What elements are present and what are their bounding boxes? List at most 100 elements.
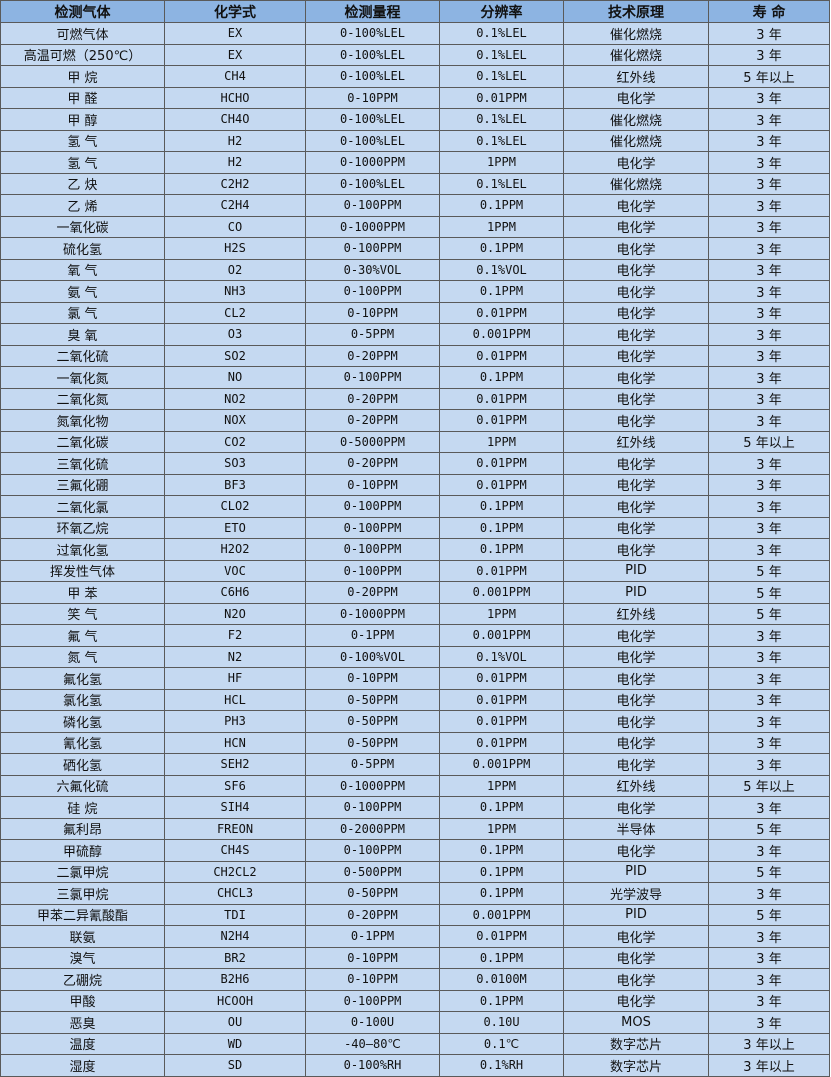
cell-range: 0-5PPM — [305, 753, 440, 776]
cell-lifetime: 5 年 — [708, 602, 830, 625]
cell-principle: 电化学 — [563, 258, 709, 281]
cell-gas-name: 一氧化氮 — [0, 366, 165, 389]
cell-range: 0-100PPM — [305, 989, 440, 1012]
cell-gas-name: 氢 气 — [0, 129, 165, 152]
cell-formula: C2H2 — [164, 172, 306, 195]
cell-gas-name: 三氯甲烷 — [0, 882, 165, 905]
table-row: 氯 气 CL2 0-10PPM 0.01PPM 电化学 3 年 — [0, 301, 830, 324]
cell-gas-name: 恶臭 — [0, 1011, 165, 1034]
cell-lifetime: 3 年 — [708, 323, 830, 346]
table-row: 乙 烯 C2H4 0-100PPM 0.1PPM 电化学 3 年 — [0, 194, 830, 217]
cell-principle: 电化学 — [563, 645, 709, 668]
table-row: 可燃气体 EX 0-100%LEL 0.1%LEL 催化燃烧 3 年 — [0, 22, 830, 45]
cell-lifetime: 3 年 — [708, 667, 830, 690]
cell-formula: WD — [164, 1032, 306, 1055]
cell-resolution: 0.01PPM — [439, 344, 564, 367]
cell-range: 0-500PPM — [305, 860, 440, 883]
table-row: 环氧乙烷 ETO 0-100PPM 0.1PPM 电化学 3 年 — [0, 516, 830, 539]
cell-formula: HCL — [164, 688, 306, 711]
cell-formula: H2S — [164, 237, 306, 260]
cell-gas-name: 环氧乙烷 — [0, 516, 165, 539]
cell-formula: EX — [164, 22, 306, 45]
cell-lifetime: 3 年 — [708, 753, 830, 776]
cell-gas-name: 氯化氢 — [0, 688, 165, 711]
table-row: 甲 醛 HCHO 0-10PPM 0.01PPM 电化学 3 年 — [0, 86, 830, 109]
cell-range: 0-10PPM — [305, 968, 440, 991]
table-row: 氨 气 NH3 0-100PPM 0.1PPM 电化学 3 年 — [0, 280, 830, 303]
cell-lifetime: 5 年以上 — [708, 65, 830, 88]
cell-lifetime: 3 年 — [708, 409, 830, 432]
cell-range: 0-1000PPM — [305, 602, 440, 625]
cell-range: 0-20PPM — [305, 387, 440, 410]
cell-range: 0-100PPM — [305, 495, 440, 518]
cell-resolution: 0.1%VOL — [439, 258, 564, 281]
cell-formula: F2 — [164, 624, 306, 647]
cell-range: 0-2000PPM — [305, 817, 440, 840]
cell-range: 0-100PPM — [305, 839, 440, 862]
cell-resolution: 0.01PPM — [439, 301, 564, 324]
cell-formula: CH4O — [164, 108, 306, 131]
cell-lifetime: 3 年 — [708, 516, 830, 539]
cell-gas-name: 氮 气 — [0, 645, 165, 668]
cell-principle: 电化学 — [563, 925, 709, 948]
cell-range: 0-100PPM — [305, 194, 440, 217]
cell-resolution: 0.01PPM — [439, 452, 564, 475]
cell-gas-name: 乙硼烷 — [0, 968, 165, 991]
cell-resolution: 0.1PPM — [439, 495, 564, 518]
cell-formula: CH2CL2 — [164, 860, 306, 883]
cell-gas-name: 乙 烯 — [0, 194, 165, 217]
cell-range: 0-100%LEL — [305, 22, 440, 45]
cell-formula: N2H4 — [164, 925, 306, 948]
cell-gas-name: 氟利昂 — [0, 817, 165, 840]
cell-gas-name: 联氨 — [0, 925, 165, 948]
cell-resolution: 0.10U — [439, 1011, 564, 1034]
cell-formula: HCHO — [164, 86, 306, 109]
cell-formula: NH3 — [164, 280, 306, 303]
table-row: 氟利昂 FREON 0-2000PPM 1PPM 半导体 5 年 — [0, 817, 830, 840]
table-row: 二氧化碳 CO2 0-5000PPM 1PPM 红外线 5 年以上 — [0, 430, 830, 453]
cell-resolution: 0.001PPM — [439, 903, 564, 926]
cell-range: 0-10PPM — [305, 667, 440, 690]
cell-principle: 数字芯片 — [563, 1032, 709, 1055]
cell-resolution: 0.01PPM — [439, 409, 564, 432]
cell-principle: 电化学 — [563, 731, 709, 754]
cell-formula: SO3 — [164, 452, 306, 475]
cell-lifetime: 5 年 — [708, 559, 830, 582]
table-row: 二氧化氯 CLO2 0-100PPM 0.1PPM 电化学 3 年 — [0, 495, 830, 518]
column-header-lifetime: 寿 命 — [708, 0, 830, 23]
cell-gas-name: 三氧化硫 — [0, 452, 165, 475]
cell-formula: SO2 — [164, 344, 306, 367]
table-row: 恶臭 OU 0-100U 0.10U MOS 3 年 — [0, 1011, 830, 1034]
cell-resolution: 0.1%LEL — [439, 65, 564, 88]
cell-principle: 催化燃烧 — [563, 129, 709, 152]
cell-lifetime: 3 年 — [708, 473, 830, 496]
cell-principle: 红外线 — [563, 774, 709, 797]
cell-formula: TDI — [164, 903, 306, 926]
cell-range: 0-50PPM — [305, 882, 440, 905]
cell-lifetime: 3 年 — [708, 301, 830, 324]
cell-resolution: 0.001PPM — [439, 581, 564, 604]
cell-range: 0-100PPM — [305, 237, 440, 260]
cell-lifetime: 3 年 — [708, 172, 830, 195]
cell-formula: O3 — [164, 323, 306, 346]
cell-range: -40—80℃ — [305, 1032, 440, 1055]
table-row: 甲 醇 CH4O 0-100%LEL 0.1%LEL 催化燃烧 3 年 — [0, 108, 830, 131]
cell-resolution: 0.1PPM — [439, 882, 564, 905]
table-row: 氮 气 N2 0-100%VOL 0.1%VOL 电化学 3 年 — [0, 645, 830, 668]
cell-range: 0-100PPM — [305, 516, 440, 539]
cell-range: 0-100%LEL — [305, 108, 440, 131]
table-row: 氟化氢 HF 0-10PPM 0.01PPM 电化学 3 年 — [0, 667, 830, 690]
table-row: 氯化氢 HCL 0-50PPM 0.01PPM 电化学 3 年 — [0, 688, 830, 711]
cell-lifetime: 3 年 — [708, 925, 830, 948]
column-header-range: 检测量程 — [305, 0, 440, 23]
cell-lifetime: 3 年 — [708, 129, 830, 152]
cell-principle: 电化学 — [563, 452, 709, 475]
cell-principle: 电化学 — [563, 280, 709, 303]
cell-lifetime: 5 年以上 — [708, 774, 830, 797]
cell-range: 0-100PPM — [305, 280, 440, 303]
cell-principle: 电化学 — [563, 538, 709, 561]
cell-resolution: 0.1PPM — [439, 946, 564, 969]
cell-range: 0-20PPM — [305, 581, 440, 604]
cell-range: 0-100%LEL — [305, 65, 440, 88]
cell-resolution: 0.1PPM — [439, 194, 564, 217]
